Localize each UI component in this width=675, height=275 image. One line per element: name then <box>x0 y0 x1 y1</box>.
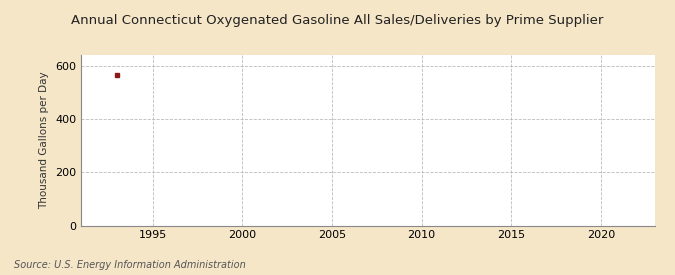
Y-axis label: Thousand Gallons per Day: Thousand Gallons per Day <box>39 72 49 209</box>
Text: Source: U.S. Energy Information Administration: Source: U.S. Energy Information Administ… <box>14 260 245 270</box>
Text: Annual Connecticut Oxygenated Gasoline All Sales/Deliveries by Prime Supplier: Annual Connecticut Oxygenated Gasoline A… <box>72 14 603 27</box>
